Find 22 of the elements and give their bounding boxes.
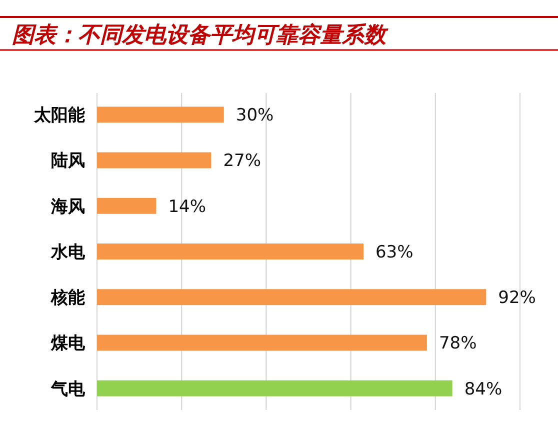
bar	[97, 106, 224, 123]
y-tick-label: 海风	[50, 196, 85, 217]
y-tick-label: 陆风	[51, 151, 85, 172]
bar	[97, 334, 427, 351]
y-tick-label: 水电	[50, 242, 86, 262]
data-label: 27%	[223, 151, 262, 172]
chart-title: 图表：不同发电设备平均可靠容量系数	[12, 22, 389, 48]
data-label: 78%	[438, 334, 477, 354]
y-tick-label: 核能	[50, 288, 85, 308]
data-label: 84%	[464, 379, 502, 400]
data-label: 63%	[375, 242, 414, 262]
data-label: 92%	[498, 288, 536, 308]
y-tick-label: 煤电	[50, 334, 86, 354]
bar	[97, 380, 452, 396]
bar	[97, 152, 212, 168]
bar	[97, 289, 486, 306]
y-tick-label: 太阳能	[33, 106, 85, 126]
y-tick-label: 气电	[50, 379, 86, 400]
bar	[97, 244, 364, 260]
bar	[97, 198, 156, 214]
data-label: 14%	[168, 196, 206, 217]
data-label: 30%	[236, 106, 274, 126]
